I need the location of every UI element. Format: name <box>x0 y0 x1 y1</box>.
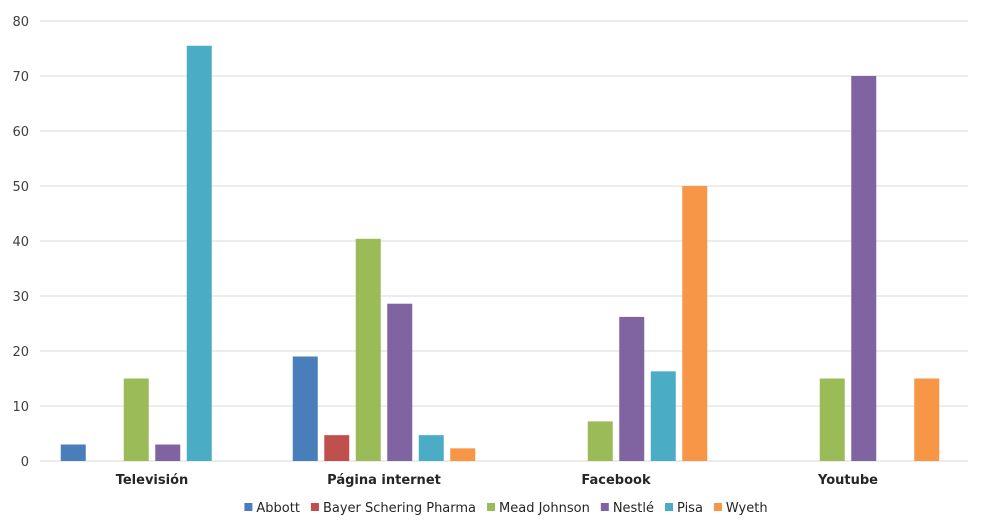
y-axis-ticks: 0 10 20 30 40 50 60 70 80 <box>12 15 29 470</box>
x-category-label: Youtube <box>817 473 878 488</box>
legend-swatch <box>713 503 722 511</box>
bar-pisa-1 <box>418 435 444 461</box>
legend-swatch <box>600 503 609 511</box>
bar-abbott-0 <box>60 444 86 461</box>
legend: Abbott Bayer Schering Pharma Mead Johnson N… <box>244 501 768 516</box>
bar-bayer-schering-pharma-1 <box>324 435 350 461</box>
y-tick-label: 40 <box>12 235 29 250</box>
legend-label: Abbott <box>256 501 300 516</box>
y-tick-label: 50 <box>12 180 29 195</box>
y-tick-label: 10 <box>12 400 29 415</box>
y-tick-label: 20 <box>12 345 29 360</box>
bar-wyeth-1 <box>450 448 476 461</box>
bar-mead-johnson-0 <box>123 378 149 461</box>
legend-label: Nestlé <box>613 501 654 516</box>
bar-mead-johnson-1 <box>355 238 381 461</box>
x-category-label: Televisión <box>116 473 189 488</box>
legend-item: Bayer Schering Pharma <box>310 501 476 516</box>
y-tick-label: 70 <box>12 70 29 85</box>
legend-label: Pisa <box>677 501 703 516</box>
bar-nestl--3 <box>851 76 877 461</box>
bar-mead-johnson-2 <box>587 421 613 461</box>
legend-swatch <box>310 503 319 511</box>
x-category-label: Facebook <box>581 473 651 488</box>
bars <box>60 45 940 461</box>
bar-abbott-1 <box>292 356 318 461</box>
legend-item: Abbott <box>244 501 300 516</box>
y-tick-label: 60 <box>12 125 29 140</box>
legend-swatch <box>665 503 674 511</box>
x-category-label: Página internet <box>327 473 441 488</box>
legend-label: Wyeth <box>726 501 768 516</box>
bar-pisa-0 <box>186 45 212 461</box>
bar-nestl--1 <box>387 303 413 461</box>
legend-label: Bayer Schering Pharma <box>323 501 476 516</box>
y-tick-label: 0 <box>21 455 29 470</box>
bar-nestl--2 <box>619 316 645 461</box>
y-tick-label: 30 <box>12 290 29 305</box>
legend-label: Mead Johnson <box>499 501 590 516</box>
bar-nestl--0 <box>155 444 181 461</box>
bar-mead-johnson-3 <box>819 378 845 461</box>
bar-wyeth-2 <box>682 186 708 461</box>
legend-item: Nestlé <box>600 501 654 516</box>
legend-item: Mead Johnson <box>487 501 590 516</box>
legend-swatch <box>487 503 496 511</box>
legend-swatch <box>244 503 253 511</box>
y-tick-label: 80 <box>12 15 29 30</box>
legend-item: Wyeth <box>713 501 768 516</box>
legend-item: Pisa <box>665 501 703 516</box>
x-axis-categories: Televisión Página internet Facebook Youtube <box>116 473 878 488</box>
bar-wyeth-3 <box>914 378 940 461</box>
bar-pisa-2 <box>650 371 676 461</box>
